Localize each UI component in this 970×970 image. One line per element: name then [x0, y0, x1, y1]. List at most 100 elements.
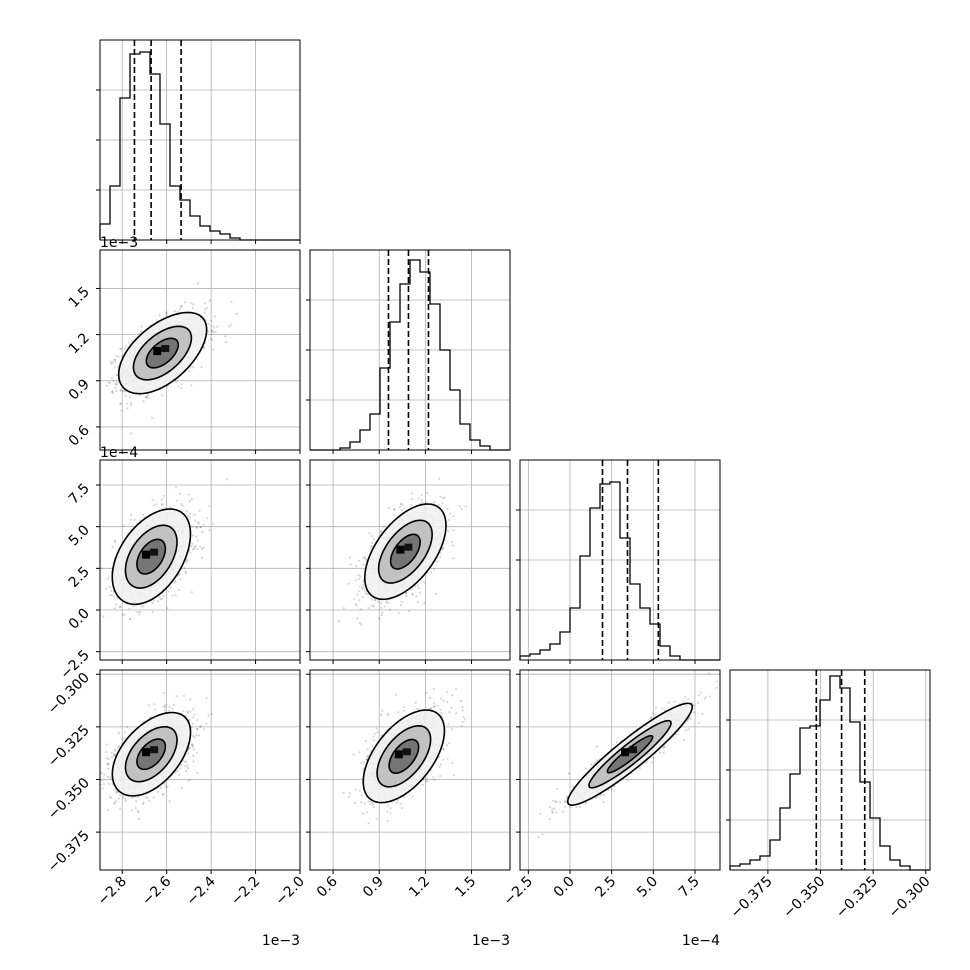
pair-panel-3-0 [95, 669, 301, 874]
sample-point [162, 705, 166, 708]
sample-point [108, 594, 111, 597]
sample-point [150, 416, 154, 419]
sample-point [206, 306, 209, 310]
sample-point [362, 584, 365, 587]
sample-point [177, 574, 180, 577]
sample-point [182, 694, 185, 697]
sample-point [116, 365, 119, 368]
density-peak [150, 548, 159, 556]
sample-point [190, 545, 193, 548]
sample-point [212, 348, 215, 351]
sample-point [367, 607, 370, 610]
sample-point [193, 547, 196, 550]
sample-point [96, 618, 98, 620]
sample-point [161, 498, 164, 501]
sample-point [398, 505, 401, 509]
sample-point [119, 389, 122, 392]
sample-point [184, 770, 188, 773]
panel-content [310, 460, 510, 660]
pair-panel-2-0 [96, 459, 301, 664]
sample-point [129, 401, 132, 405]
sample-point [111, 361, 114, 364]
sample-point [185, 561, 188, 564]
sample-point [380, 613, 383, 617]
sample-point [447, 529, 450, 533]
sample-point [417, 497, 420, 500]
sample-point [362, 556, 365, 559]
sample-point [358, 599, 361, 602]
sample-point [177, 385, 180, 388]
sample-point [140, 325, 143, 328]
sample-point [230, 323, 233, 326]
sample-point [202, 346, 205, 349]
sample-point [164, 703, 167, 706]
sample-point [111, 545, 114, 549]
sample-point [119, 402, 122, 406]
sample-point [362, 580, 365, 583]
histogram-step-3 [729, 675, 930, 871]
sample-point [355, 579, 358, 582]
sample-point [199, 525, 202, 529]
density-peak [153, 347, 162, 356]
sample-point [173, 581, 176, 584]
sample-point [362, 563, 365, 567]
sample-point [185, 509, 188, 512]
sample-point [187, 767, 190, 770]
sample-point [353, 598, 356, 601]
sample-point [113, 541, 117, 544]
sample-point [366, 593, 369, 596]
sample-point [197, 522, 200, 525]
sample-point [224, 341, 228, 344]
sample-point [224, 335, 227, 338]
sample-point [95, 782, 97, 784]
sample-point [418, 591, 421, 594]
sample-point [100, 567, 104, 570]
sample-point [400, 601, 403, 604]
histogram-step-0 [99, 51, 300, 241]
sample-point [175, 486, 178, 489]
histogram-step-2 [519, 481, 720, 661]
sample-point [97, 620, 99, 622]
sample-point [123, 613, 126, 616]
sample-point [213, 315, 216, 318]
sample-point [355, 565, 358, 568]
sample-point [119, 402, 122, 405]
sample-point [187, 779, 190, 783]
sample-point [124, 345, 127, 348]
sample-point [369, 545, 373, 548]
sample-point [191, 745, 194, 748]
sample-point [208, 299, 212, 302]
sample-point [193, 545, 196, 549]
sample-point [126, 407, 129, 410]
sample-point [368, 531, 371, 535]
sample-point [108, 585, 111, 589]
sample-point [113, 802, 117, 805]
sample-point [174, 380, 177, 384]
sample-point [364, 558, 367, 561]
sample-point [155, 503, 158, 506]
panel-frame [309, 249, 511, 451]
sample-point [184, 301, 187, 304]
sample-point [442, 547, 445, 550]
sample-point [156, 600, 160, 603]
sample-point [110, 756, 114, 759]
sample-point [131, 605, 135, 608]
sample-point [357, 589, 360, 593]
density-contour-2 [136, 538, 167, 575]
sample-point [191, 366, 195, 369]
sample-point [121, 389, 125, 393]
pair-panel-2-1 [306, 459, 511, 664]
sample-point [161, 503, 164, 506]
sample-point [124, 394, 127, 397]
sample-point [207, 322, 210, 325]
sample-point [155, 319, 158, 322]
sample-point [439, 495, 442, 498]
sample-point [138, 519, 141, 522]
panel-frame [99, 459, 301, 661]
sample-point [113, 358, 116, 362]
sample-point [112, 391, 115, 395]
sample-point [190, 384, 193, 387]
sample-point [211, 339, 214, 342]
sample-point [122, 524, 125, 527]
sample-point [179, 305, 183, 308]
